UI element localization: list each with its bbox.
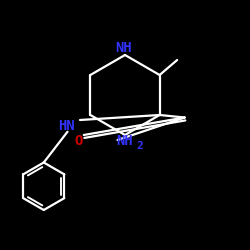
Text: 2: 2	[136, 141, 143, 151]
Text: NH: NH	[116, 41, 132, 55]
Text: O: O	[74, 134, 83, 148]
Text: HN: HN	[58, 119, 74, 133]
Text: NH: NH	[116, 134, 134, 148]
